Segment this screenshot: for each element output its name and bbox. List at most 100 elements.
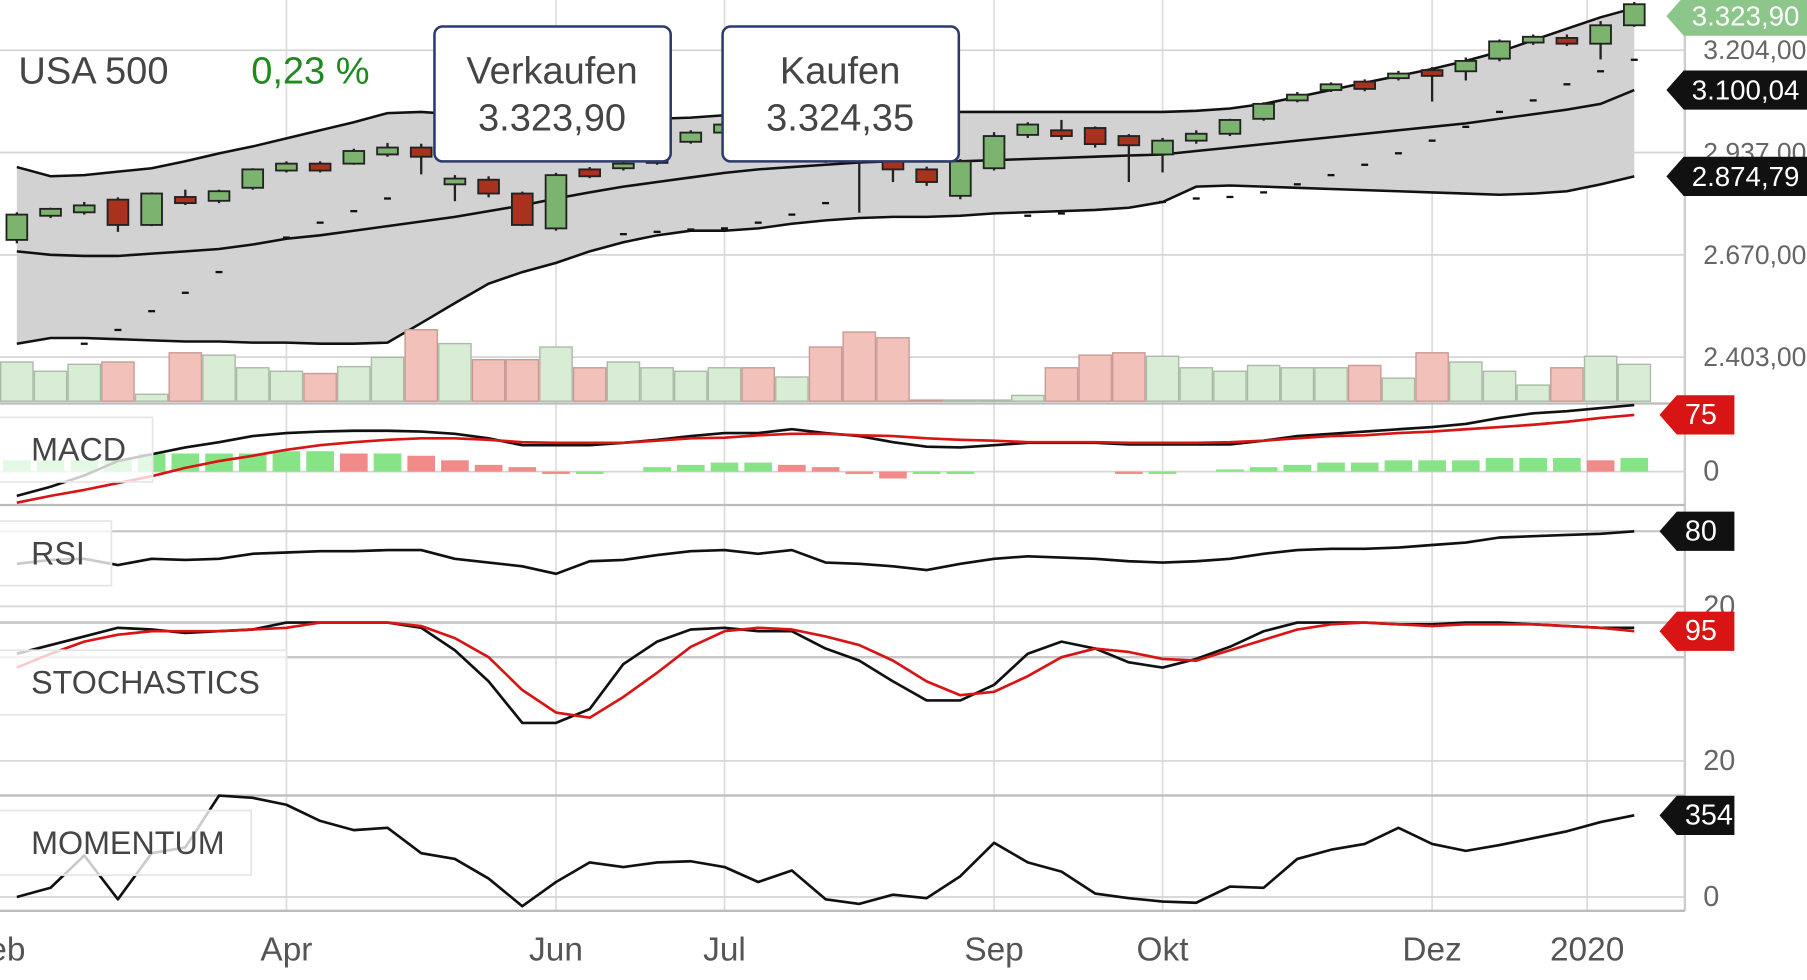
histogram-bar (373, 453, 402, 472)
candle-body (511, 192, 534, 226)
buy-label[interactable]: Kaufen (780, 50, 900, 92)
badge-label: 95 (1685, 615, 1717, 647)
candle-body (1016, 123, 1040, 136)
histogram-bar (676, 464, 705, 472)
candle-body (982, 135, 1006, 170)
value-badge (1659, 511, 1735, 551)
volume-bar (1213, 370, 1247, 402)
indicator-label: STOCHASTICS (31, 665, 260, 701)
volume-bar (168, 352, 203, 402)
volume-bar (235, 367, 270, 402)
candle-body (1488, 40, 1511, 60)
volume-bar (1112, 352, 1146, 402)
candle-body (578, 168, 601, 178)
histogram-bar (912, 471, 941, 474)
value-badge (1666, 156, 1807, 196)
badge-label: 3.323,90 (1692, 1, 1800, 32)
volume-bar (1010, 394, 1045, 402)
sell-button-frame[interactable] (433, 25, 672, 163)
candle-body (409, 146, 433, 158)
volume-bar (404, 329, 439, 402)
indicator-label-box (0, 416, 154, 483)
x-tick-label: Sep (964, 932, 1023, 969)
volume-bar (741, 367, 776, 402)
volume-bar (1415, 352, 1449, 402)
value-badge (1659, 395, 1735, 435)
sell-price[interactable]: 3.323,90 (478, 98, 626, 140)
x-tick-label: Feb (0, 932, 25, 969)
candle-body (308, 162, 332, 172)
histogram-bar (1553, 458, 1581, 472)
volume-bar (1617, 363, 1652, 402)
candle-body (1252, 102, 1275, 120)
indicator-label: MACD (31, 432, 126, 468)
histogram-bar (1519, 458, 1548, 472)
candle-body (544, 174, 568, 230)
candle-body (1218, 119, 1242, 135)
indicator-label: MOMENTUM (31, 825, 225, 861)
histogram-bar (1418, 460, 1446, 472)
buy-button[interactable]: Kaufen 3.324,35 (721, 25, 961, 163)
volume-bar (606, 361, 641, 402)
band-fill (16, 8, 1635, 344)
candle-body (342, 150, 366, 165)
daily-change: 0,23 % (251, 50, 369, 92)
candle-body (1286, 93, 1309, 102)
badge-label: 3.100,04 (1692, 75, 1800, 106)
candle-body (275, 162, 298, 172)
volume-bar (336, 365, 371, 402)
candle-body (1184, 132, 1208, 142)
volume-bar (707, 367, 742, 402)
volume-bar (1246, 364, 1281, 402)
buy-button-frame[interactable] (721, 25, 961, 163)
volume-bar (1516, 384, 1551, 402)
histogram-bar (643, 467, 671, 472)
candle-body (174, 196, 197, 205)
indicator-line (16, 794, 1635, 908)
histogram-bar (1317, 462, 1345, 472)
indicator-label: RSI (31, 535, 85, 571)
candle-body (72, 204, 96, 214)
buy-price[interactable]: 3.324,35 (766, 98, 914, 140)
volume-bar (943, 399, 978, 402)
sell-label[interactable]: Verkaufen (466, 50, 637, 92)
badge-label: 354 (1685, 799, 1733, 831)
histogram-bar (845, 471, 874, 474)
volume-bar (202, 354, 236, 402)
volume-bar (673, 370, 708, 402)
value-badge (1666, 0, 1807, 36)
x-tick-label: Okt (1137, 932, 1190, 969)
y-tick-label: 2.670,00 (1703, 240, 1806, 270)
volume-bar (0, 361, 34, 402)
candle-body (1353, 80, 1377, 90)
volume-bar (134, 393, 169, 402)
volume-bar (977, 399, 1011, 402)
indicator-label-box (0, 520, 113, 587)
histogram-bar (339, 453, 368, 472)
candle-body (679, 131, 703, 143)
histogram-bar (1451, 460, 1480, 472)
candle-body (612, 162, 635, 170)
band-line (16, 88, 1635, 258)
volume-bar (1482, 370, 1517, 402)
histogram-bar (811, 467, 840, 472)
candle-body (1589, 24, 1612, 45)
sell-button[interactable]: Verkaufen 3.323,90 (433, 25, 672, 163)
volume-bar (808, 346, 843, 402)
candle-body (443, 177, 467, 186)
value-badge (1659, 611, 1735, 651)
candle-body (949, 160, 972, 197)
volume-bar (1078, 354, 1112, 402)
y-tick-label: 20 (1703, 745, 1735, 777)
histogram-bar (205, 453, 233, 472)
volume-bar (842, 331, 877, 402)
candle-body (1623, 3, 1646, 27)
candle-body (1420, 69, 1444, 77)
histogram-bar (1283, 464, 1312, 472)
indicator-line (16, 529, 1635, 576)
histogram-bar (1485, 458, 1514, 472)
candle-body (140, 192, 163, 226)
candle-body (1319, 83, 1343, 91)
